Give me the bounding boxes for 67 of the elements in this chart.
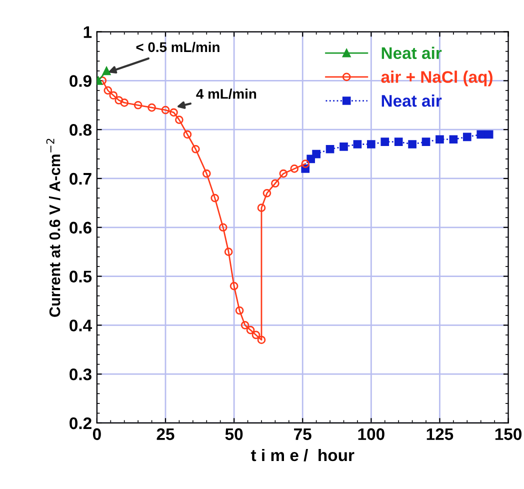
point [476,130,486,139]
point [301,160,310,168]
y-axis-title: Current at 0.6 V / A-cm$^{−2}$ [46,138,60,317]
x-axis-title: t i m e / hour [250,448,354,462]
point [104,86,112,95]
x-tick-label: 25 [156,428,174,440]
point [218,223,228,232]
point [257,204,266,212]
point [170,108,178,117]
point [161,106,170,114]
point [96,76,102,85]
point [102,66,111,76]
x-tick-label: 75 [294,428,312,440]
point [367,140,376,148]
point [224,248,233,256]
point [98,76,107,85]
point [422,138,430,146]
x-tick-label: 50 [225,428,243,440]
point [109,91,118,100]
point [175,116,184,124]
annotation: 4 mL/min [196,88,256,99]
point [462,132,472,142]
y-tick-label: 0.5 [70,270,92,282]
point [353,140,362,148]
x-tick-label: 150 [495,428,522,440]
point [449,135,458,144]
point [408,140,416,148]
point [230,282,238,290]
x-tick-label: 125 [426,428,454,440]
x-tick-label: 100 [358,428,384,440]
point [312,150,320,158]
annotation: < 0.5 mL/min [136,42,220,52]
legend-label: air + NaCl (aq) [381,70,492,86]
point [436,135,444,144]
y-tick-label: 0.7 [70,172,92,185]
point [134,100,142,110]
point [394,138,403,146]
x-tick-label: 0 [92,428,101,440]
point [290,164,299,173]
point [340,142,348,151]
point [210,194,220,202]
point [240,321,250,330]
y-tick-label: 1 [84,26,92,38]
y-tick-label: 0.3 [70,368,92,380]
point [202,169,211,178]
point [380,138,390,146]
point [114,96,124,104]
point [183,130,192,139]
y-tick-label: 0.4 [70,320,92,332]
point [257,336,266,344]
y-tick-label: 0.2 [70,417,92,430]
point [148,103,156,112]
point [252,330,260,340]
point [262,188,272,198]
point [235,306,244,315]
point [484,130,494,139]
point [246,326,255,334]
point [279,169,288,178]
point [271,179,280,188]
y-tick-label: 0.9 [70,75,92,87]
y-tick-label: 0.6 [70,222,92,234]
point [191,144,200,154]
point [326,144,334,154]
y-tick-label: 0.8 [70,124,92,136]
legend-label: Neat air [382,94,442,107]
legend-label: Neat air [382,46,442,60]
point [120,98,129,107]
